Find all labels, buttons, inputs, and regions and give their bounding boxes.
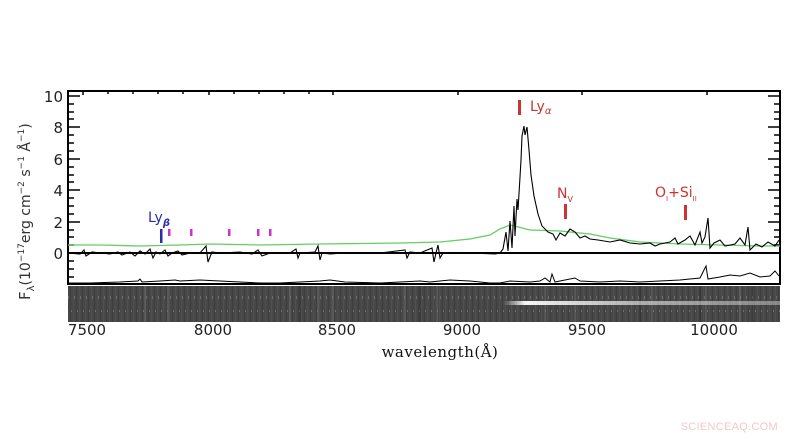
x-tick-label: 7500 [68,321,106,339]
noise-spectrum [68,264,780,284]
x-tick-label: 9000 [443,321,481,339]
y-tick-label: 4 [53,182,63,200]
x-tick-label: 8000 [194,321,232,339]
lya-annotation: Lyα [518,99,552,117]
y-tick-labels: 0 2 4 6 8 10 [44,88,63,263]
nv-annotation: NV [557,186,573,219]
y-tick-label: 6 [53,151,63,169]
plot-frame [67,90,781,285]
x-tick-label: 8500 [318,321,356,339]
2d-spectrum-panel [68,286,780,322]
y-tick-label: 10 [44,88,63,106]
y-axis-label: Fλ(10−17erg cm−2 s−1 Å−1) [16,123,37,300]
svg-text:OI+SiII: OI+SiII [655,185,697,203]
y-tick-label: 0 [53,245,63,263]
y-axis-ticks [68,95,780,278]
svg-text:Lyα: Lyα [530,99,552,117]
absorber-markers [168,229,272,236]
x-tick-label: 9500 [568,321,606,339]
lyb-annotation: Lyβ [148,210,170,243]
observed-spectrum [67,125,780,263]
y-tick-label: 8 [53,119,63,137]
x-axis-label: wavelength(Å) [382,343,499,361]
oi-siii-annotation: OI+SiII [655,185,697,220]
x-axis-ticks [82,91,708,95]
y-tick-label: 2 [53,214,63,232]
template-curve [68,224,780,247]
x-tick-label: 10000 [690,321,738,339]
svg-text:Lyβ: Lyβ [148,210,170,229]
watermark: SCIENCEAQ.COM [680,421,778,433]
quasar-trace [503,301,780,305]
x-tick-labels: 7500 8000 8500 9000 9500 10000 [68,321,738,339]
svg-text:NV: NV [557,186,573,204]
